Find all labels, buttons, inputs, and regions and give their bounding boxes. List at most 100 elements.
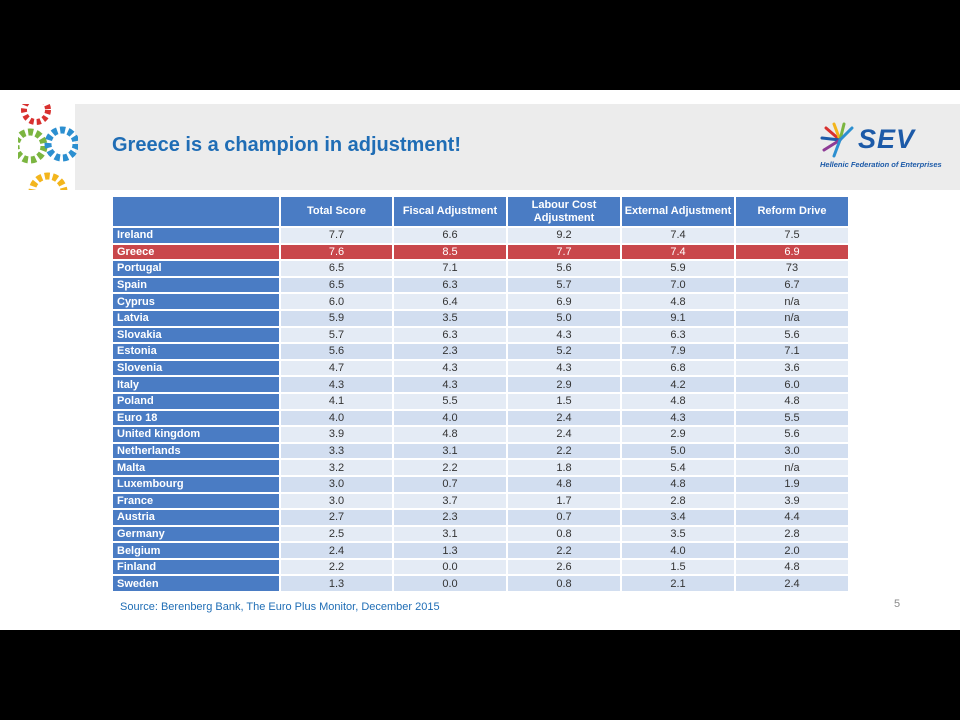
value-cell: 2.7 (281, 510, 392, 525)
adjustment-table: Total Score Fiscal Adjustment Labour Cos… (111, 195, 850, 593)
country-cell: Spain (113, 277, 279, 293)
value-cell: 6.9 (736, 244, 848, 260)
value-cell: 2.3 (394, 510, 506, 525)
header-cell: Labour Cost Adjustment (508, 197, 620, 226)
value-cell: 3.5 (622, 526, 734, 542)
value-cell: 4.3 (394, 360, 506, 376)
value-cell: 3.7 (394, 493, 506, 509)
value-cell: 2.2 (508, 443, 620, 459)
table-row: Cyprus 6.0 6.4 6.9 4.8 n/a (113, 294, 848, 309)
value-cell: 0.0 (394, 559, 506, 575)
value-cell: 6.4 (394, 294, 506, 309)
value-cell: 0.8 (508, 576, 620, 592)
value-cell: n/a (736, 460, 848, 475)
country-cell: Estonia (113, 344, 279, 359)
country-cell: Ireland (113, 228, 279, 243)
value-cell: 5.9 (281, 310, 392, 326)
table-row: Slovenia 4.7 4.3 4.3 6.8 3.6 (113, 360, 848, 376)
value-cell: 7.9 (622, 344, 734, 359)
value-cell: 4.8 (622, 476, 734, 492)
value-cell: 4.7 (281, 360, 392, 376)
slide: Greece is a champion in adjustment! SEV … (0, 90, 960, 630)
value-cell: 5.7 (281, 327, 392, 343)
header-cell (113, 197, 279, 226)
table-row: Portugal 6.5 7.1 5.6 5.9 73 (113, 261, 848, 276)
value-cell: 3.9 (736, 493, 848, 509)
country-cell: Finland (113, 559, 279, 575)
value-cell: 1.3 (394, 543, 506, 558)
value-cell: 4.3 (508, 360, 620, 376)
value-cell: 5.6 (736, 427, 848, 442)
value-cell: 4.3 (622, 410, 734, 426)
value-cell: 7.1 (394, 261, 506, 276)
value-cell: 6.9 (508, 294, 620, 309)
header-cell: Total Score (281, 197, 392, 226)
value-cell: 3.0 (736, 443, 848, 459)
value-cell: 4.2 (622, 377, 734, 392)
value-cell: 4.8 (622, 393, 734, 409)
value-cell: 2.3 (394, 344, 506, 359)
value-cell: 2.2 (394, 460, 506, 475)
value-cell: 2.0 (736, 543, 848, 558)
value-cell: 5.6 (281, 344, 392, 359)
country-cell: Luxembourg (113, 476, 279, 492)
value-cell: 7.7 (281, 228, 392, 243)
value-cell: 7.4 (622, 228, 734, 243)
value-cell: 3.2 (281, 460, 392, 475)
value-cell: 5.4 (622, 460, 734, 475)
table-row: Slovakia 5.7 6.3 4.3 6.3 5.6 (113, 327, 848, 343)
value-cell: 7.7 (508, 244, 620, 260)
value-cell: 2.6 (508, 559, 620, 575)
country-cell: Greece (113, 244, 279, 260)
value-cell: 7.1 (736, 344, 848, 359)
value-cell: 1.8 (508, 460, 620, 475)
value-cell: 6.3 (394, 277, 506, 293)
country-cell: Slovenia (113, 360, 279, 376)
country-cell: Portugal (113, 261, 279, 276)
value-cell: 0.7 (508, 510, 620, 525)
value-cell: 6.0 (281, 294, 392, 309)
table-row: Ireland 7.7 6.6 9.2 7.4 7.5 (113, 228, 848, 243)
table-row: Netherlands 3.3 3.1 2.2 5.0 3.0 (113, 443, 848, 459)
value-cell: 6.3 (394, 327, 506, 343)
table-row: Belgium 2.4 1.3 2.2 4.0 2.0 (113, 543, 848, 558)
value-cell: 4.8 (394, 427, 506, 442)
country-cell: Cyprus (113, 294, 279, 309)
value-cell: 2.9 (622, 427, 734, 442)
value-cell: 6.0 (736, 377, 848, 392)
country-cell: Italy (113, 377, 279, 392)
country-cell: Sweden (113, 576, 279, 592)
value-cell: 4.0 (622, 543, 734, 558)
value-cell: 7.5 (736, 228, 848, 243)
table-row: France 3.0 3.7 1.7 2.8 3.9 (113, 493, 848, 509)
value-cell: 4.8 (736, 393, 848, 409)
source-note: Source: Berenberg Bank, The Euro Plus Mo… (120, 601, 440, 613)
value-cell: 2.8 (622, 493, 734, 509)
value-cell: 5.5 (394, 393, 506, 409)
value-cell: 3.9 (281, 427, 392, 442)
table-row: Sweden 1.3 0.0 0.8 2.1 2.4 (113, 576, 848, 592)
value-cell: 2.4 (508, 427, 620, 442)
value-cell: 4.3 (281, 377, 392, 392)
table-row: Latvia 5.9 3.5 5.0 9.1 n/a (113, 310, 848, 326)
value-cell: 2.2 (508, 543, 620, 558)
sev-logo: SEV Hellenic Federation of Enterprises (818, 122, 948, 172)
value-cell: 4.3 (508, 327, 620, 343)
value-cell: 4.3 (394, 377, 506, 392)
value-cell: 3.5 (394, 310, 506, 326)
country-cell: Germany (113, 526, 279, 542)
country-cell: United kingdom (113, 427, 279, 442)
value-cell: 2.2 (281, 559, 392, 575)
value-cell: 2.1 (622, 576, 734, 592)
country-cell: Austria (113, 510, 279, 525)
logo-wordmark: SEV (858, 124, 916, 154)
value-cell: 6.3 (622, 327, 734, 343)
table-row: Italy 4.3 4.3 2.9 4.2 6.0 (113, 377, 848, 392)
value-cell: 9.2 (508, 228, 620, 243)
value-cell: 4.4 (736, 510, 848, 525)
value-cell: 73 (736, 261, 848, 276)
value-cell: 5.0 (622, 443, 734, 459)
gears-logo-icon (18, 104, 78, 190)
value-cell: 7.0 (622, 277, 734, 293)
value-cell: 3.1 (394, 526, 506, 542)
